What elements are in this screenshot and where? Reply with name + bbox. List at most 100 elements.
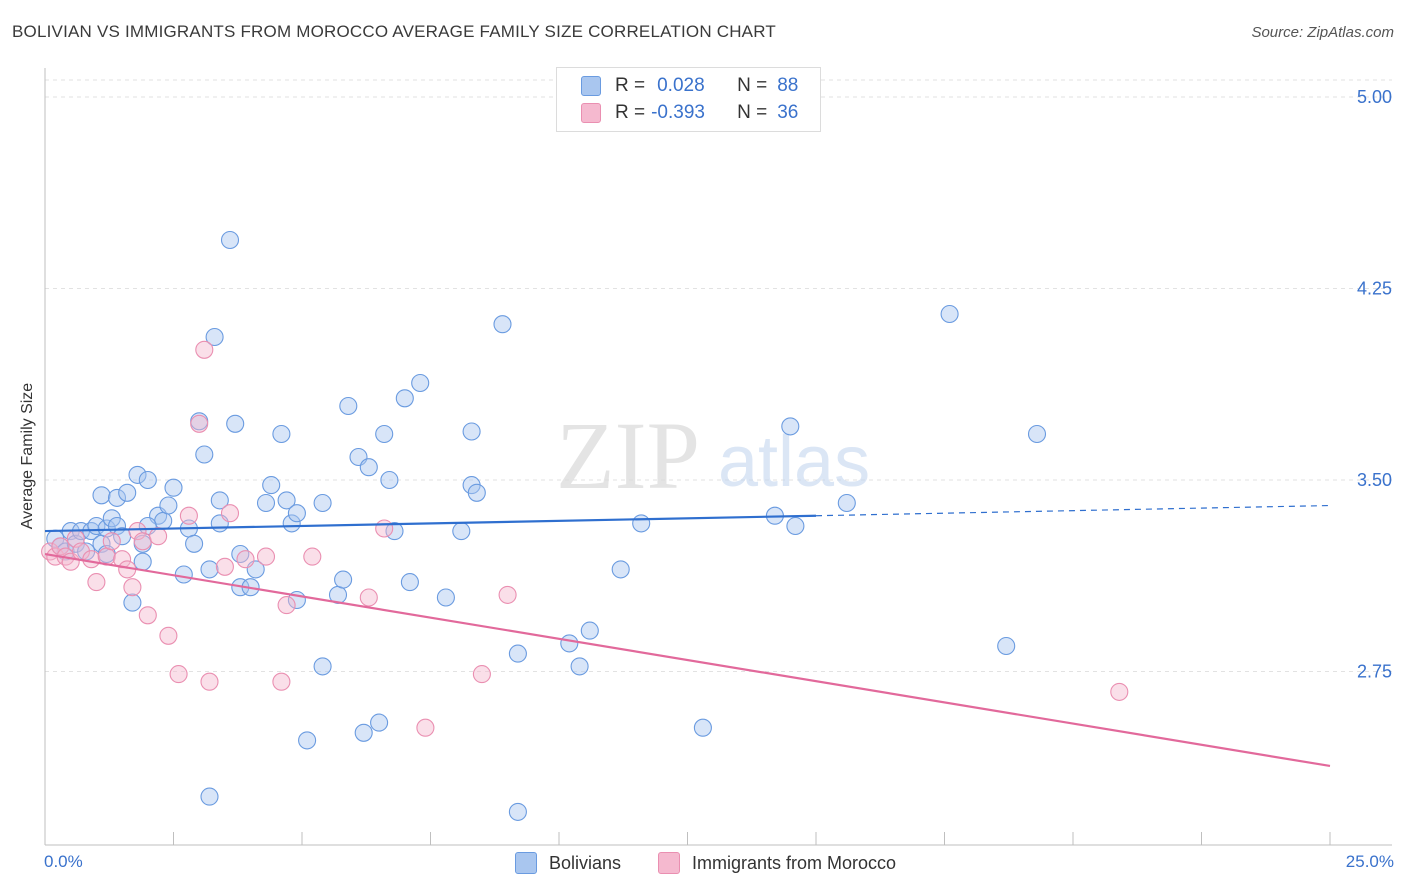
legend-item-morocco[interactable]: Immigrants from Morocco	[658, 852, 896, 874]
r-label: R =	[615, 102, 646, 123]
bolivian-point	[370, 713, 389, 732]
bolivian-point	[467, 483, 486, 502]
bolivian-point	[195, 445, 214, 464]
morocco-point	[159, 626, 178, 645]
bolivian-point	[138, 470, 157, 490]
bolivian-point	[159, 496, 178, 515]
bolivian-point	[693, 718, 712, 737]
bolivian-point	[231, 544, 250, 564]
bolivian-point	[154, 511, 173, 530]
morocco-point	[498, 585, 517, 604]
morocco-point	[215, 557, 234, 576]
bolivian-point	[200, 560, 219, 579]
bolivian-point	[1027, 424, 1047, 444]
bolivian-point	[837, 493, 856, 513]
morocco-point	[82, 550, 101, 569]
x-max-label: 25.0%	[1345, 852, 1394, 871]
r-label: R =	[615, 75, 646, 96]
legend-swatch-blue	[581, 76, 601, 96]
bolivian-point	[632, 514, 651, 533]
bolivian-point	[359, 458, 378, 477]
morocco-point	[179, 506, 198, 525]
data-points	[41, 230, 1129, 821]
y-tick-label: 3.50	[1357, 470, 1392, 490]
n-value: 88	[777, 75, 799, 96]
bolivian-point	[508, 802, 527, 821]
bolivian-point	[462, 422, 481, 441]
bolivian-trend-line	[44, 514, 817, 533]
legend-row-bolivians: R = 0.028 N = 88	[581, 74, 798, 98]
x-min-label: 0.0%	[44, 852, 83, 871]
bolivian-point	[395, 389, 414, 408]
watermark-zip: ZIP	[556, 402, 700, 509]
morocco-point	[277, 596, 296, 615]
bolivian-point	[287, 504, 306, 523]
bolivian-point	[226, 414, 245, 433]
r-value: 0.028	[657, 75, 705, 96]
legend-row-morocco: R = -0.393 N = 36	[581, 101, 798, 125]
bolivian-point	[385, 522, 404, 541]
morocco-point	[195, 340, 214, 359]
bolivian-point	[375, 424, 394, 444]
morocco-point	[190, 414, 209, 433]
bolivian-point	[256, 493, 276, 513]
correlation-legend: R = 0.028 N = 88 R = -0.393 N = 36	[556, 67, 821, 132]
bolivian-point	[436, 588, 455, 607]
morocco-point	[149, 527, 168, 546]
bolivian-point	[220, 230, 240, 250]
morocco-point	[87, 573, 106, 592]
bolivian-point	[334, 570, 353, 589]
source-credit: Source: ZipAtlas.com	[1251, 24, 1394, 41]
morocco-point	[416, 718, 435, 737]
legend-swatch-pink	[658, 852, 680, 874]
bolivian-point	[786, 516, 805, 536]
bolivian-point	[164, 478, 183, 497]
bolivian-point	[380, 470, 399, 490]
bolivian-point	[92, 486, 111, 505]
bolivian-point	[128, 465, 147, 484]
morocco-trend-line	[44, 552, 1331, 768]
bolivian-point	[118, 483, 137, 502]
n-label: N =	[737, 102, 768, 123]
morocco-point	[359, 588, 378, 607]
bolivian-point	[940, 304, 959, 324]
morocco-point	[128, 522, 147, 541]
bolivian-point	[354, 723, 373, 742]
morocco-point	[138, 606, 157, 625]
bolivian-point	[611, 560, 630, 579]
morocco-point	[375, 519, 394, 538]
morocco-point	[220, 504, 240, 523]
bolivian-point	[205, 327, 224, 347]
morocco-point	[169, 665, 188, 684]
morocco-point	[102, 532, 121, 551]
bolivian-point	[411, 373, 430, 393]
bolivian-point	[262, 476, 281, 495]
morocco-point	[1110, 682, 1129, 701]
bolivian-point	[174, 565, 193, 584]
y-tick-label: 4.25	[1357, 279, 1392, 299]
bolivian-point	[339, 396, 358, 416]
bolivian-point	[272, 424, 291, 444]
y-tick-label: 2.75	[1357, 662, 1392, 682]
morocco-point	[303, 547, 322, 566]
bolivian-point	[282, 514, 301, 533]
bolivian-point	[452, 522, 471, 541]
morocco-point	[133, 532, 152, 551]
y-tick-labels: 2.75 3.50 4.25 5.00	[1357, 87, 1392, 682]
bolivian-point	[400, 573, 419, 592]
morocco-point	[256, 547, 276, 566]
bolivian-point	[210, 491, 229, 510]
morocco-point	[51, 537, 70, 556]
morocco-point	[236, 550, 255, 569]
watermark: ZIP atlas	[556, 402, 870, 509]
n-label: N =	[737, 75, 768, 96]
morocco-point	[272, 672, 291, 691]
legend-item-bolivians[interactable]: Bolivians	[515, 852, 621, 874]
bolivian-point	[997, 636, 1016, 656]
bolivian-point	[493, 315, 512, 334]
morocco-point	[123, 578, 142, 597]
bolivian-point	[570, 657, 589, 676]
chart-title: BOLIVIAN VS IMMIGRANTS FROM MOROCCO AVER…	[12, 22, 776, 41]
legend-swatch-pink	[581, 103, 601, 123]
